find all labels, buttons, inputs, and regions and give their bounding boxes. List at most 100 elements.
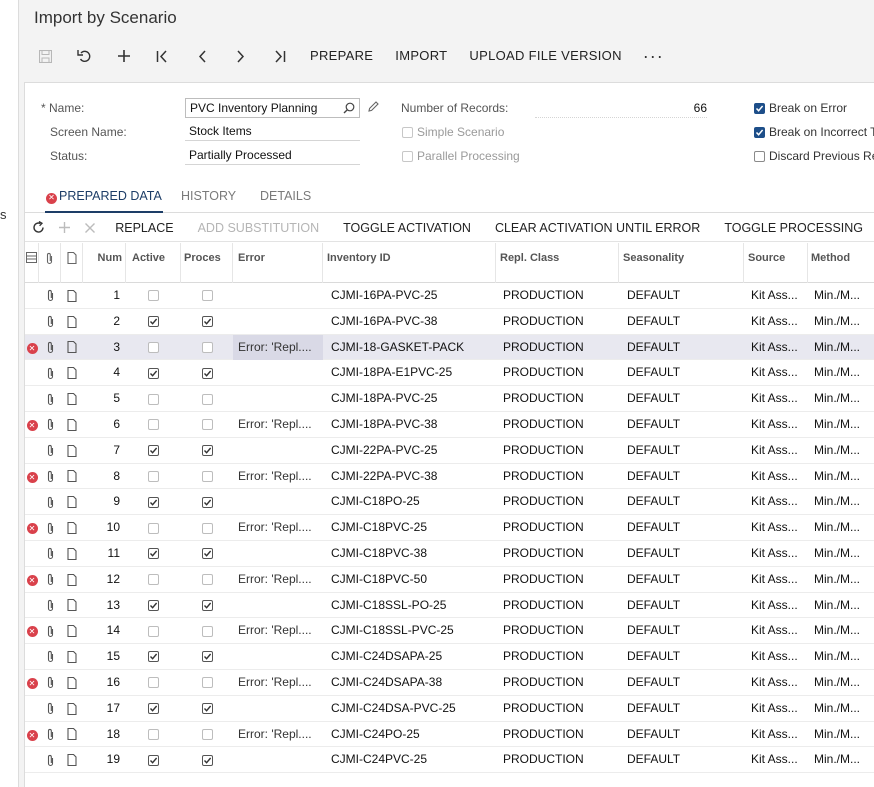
- last-record-icon[interactable]: [260, 40, 299, 72]
- inventory-id-cell[interactable]: CJMI-C18PVC-25: [331, 520, 428, 535]
- source-cell[interactable]: Kit Ass...: [751, 597, 798, 612]
- inventory-id-cell[interactable]: CJMI-C24DSAPA-38: [331, 674, 443, 689]
- note-icon[interactable]: [61, 335, 83, 360]
- paperclip-icon[interactable]: [39, 670, 61, 695]
- active-checkbox[interactable]: [126, 335, 181, 360]
- active-checkbox[interactable]: [126, 283, 181, 308]
- method-cell[interactable]: Min./M...: [814, 468, 861, 483]
- note-column-icon[interactable]: [61, 243, 83, 283]
- paperclip-icon[interactable]: [39, 567, 61, 592]
- active-checkbox[interactable]: [126, 309, 181, 334]
- processed-checkbox[interactable]: [181, 618, 233, 643]
- paperclip-icon[interactable]: [39, 386, 61, 411]
- save-icon[interactable]: [26, 40, 65, 72]
- active-checkbox[interactable]: [126, 464, 181, 489]
- processed-checkbox[interactable]: [181, 747, 233, 772]
- processed-checkbox[interactable]: [181, 309, 233, 334]
- seasonality-cell[interactable]: DEFAULT: [627, 442, 681, 457]
- inventory-id-cell[interactable]: CJMI-C18PVC-50: [331, 571, 428, 586]
- source-cell[interactable]: Kit Ass...: [751, 623, 798, 638]
- error-cell[interactable]: [233, 360, 323, 385]
- source-cell[interactable]: Kit Ass...: [751, 391, 798, 406]
- active-checkbox[interactable]: [126, 412, 181, 437]
- tab-details[interactable]: DETAILS: [260, 189, 312, 203]
- processed-checkbox[interactable]: [181, 644, 233, 669]
- paperclip-icon[interactable]: [39, 696, 61, 721]
- active-checkbox[interactable]: [126, 670, 181, 695]
- seasonality-cell[interactable]: DEFAULT: [627, 545, 681, 560]
- source-cell[interactable]: Kit Ass...: [751, 288, 798, 302]
- paperclip-icon[interactable]: [39, 618, 61, 643]
- seasonality-cell[interactable]: DEFAULT: [627, 726, 681, 741]
- error-cell[interactable]: [233, 438, 323, 463]
- processed-checkbox[interactable]: [181, 335, 233, 360]
- error-cell[interactable]: Error: 'Repl....: [238, 674, 312, 689]
- note-icon[interactable]: [61, 541, 83, 566]
- paperclip-icon[interactable]: [39, 722, 61, 747]
- table-row[interactable]: 19 CJMI-C24PVC-25 PRODUCTION DEFAULT Kit Ass…: [25, 747, 874, 774]
- add-row-icon[interactable]: [51, 214, 77, 242]
- prepare-button[interactable]: PREPARE: [310, 48, 374, 63]
- first-record-icon[interactable]: [143, 40, 182, 72]
- processed-checkbox[interactable]: [181, 593, 233, 618]
- seasonality-cell[interactable]: DEFAULT: [627, 313, 681, 328]
- error-cell[interactable]: [233, 541, 323, 566]
- column-num[interactable]: Num: [83, 243, 126, 283]
- processed-checkbox[interactable]: [181, 438, 233, 463]
- method-cell[interactable]: Min./M...: [814, 649, 861, 664]
- search-icon[interactable]: [343, 102, 355, 114]
- column-active[interactable]: Active: [126, 243, 181, 283]
- source-cell[interactable]: Kit Ass...: [751, 649, 798, 664]
- method-cell[interactable]: Min./M...: [814, 752, 861, 767]
- tab-history[interactable]: HISTORY: [181, 189, 237, 203]
- seasonality-cell[interactable]: DEFAULT: [627, 623, 681, 638]
- error-cell[interactable]: [233, 696, 323, 721]
- note-icon[interactable]: [61, 747, 83, 772]
- note-icon[interactable]: [61, 618, 83, 643]
- note-icon[interactable]: [61, 360, 83, 385]
- note-icon[interactable]: [61, 489, 83, 514]
- error-cell[interactable]: [233, 747, 323, 772]
- seasonality-cell[interactable]: DEFAULT: [627, 468, 681, 483]
- repl-class-cell[interactable]: PRODUCTION: [503, 597, 584, 612]
- inventory-id-cell[interactable]: CJMI-18PA-PVC-25: [331, 391, 438, 406]
- repl-class-cell[interactable]: PRODUCTION: [503, 468, 584, 483]
- repl-class-cell[interactable]: PRODUCTION: [503, 339, 584, 354]
- paperclip-icon[interactable]: [39, 283, 61, 308]
- error-cell[interactable]: [233, 386, 323, 411]
- error-cell[interactable]: [233, 489, 323, 514]
- seasonality-cell[interactable]: DEFAULT: [627, 416, 681, 431]
- inventory-id-cell[interactable]: CJMI-C24PVC-25: [331, 752, 428, 767]
- inventory-id-cell[interactable]: CJMI-C18SSL-PVC-25: [331, 623, 454, 638]
- clear-activation-until-error-button[interactable]: CLEAR ACTIVATION UNTIL ERROR: [494, 220, 701, 235]
- repl-class-cell[interactable]: PRODUCTION: [503, 288, 584, 302]
- error-cell[interactable]: [233, 283, 323, 308]
- repl-class-cell[interactable]: PRODUCTION: [503, 391, 584, 406]
- seasonality-cell[interactable]: DEFAULT: [627, 674, 681, 689]
- repl-class-cell[interactable]: PRODUCTION: [503, 520, 584, 535]
- inventory-id-cell[interactable]: CJMI-18-GASKET-PACK: [331, 339, 465, 354]
- processed-checkbox[interactable]: [181, 567, 233, 592]
- inventory-id-cell[interactable]: CJMI-16PA-PVC-25: [331, 288, 438, 302]
- paperclip-icon[interactable]: [39, 335, 61, 360]
- method-cell[interactable]: Min./M...: [814, 520, 861, 535]
- paperclip-icon[interactable]: [39, 412, 61, 437]
- inventory-id-cell[interactable]: CJMI-22PA-PVC-38: [331, 468, 438, 483]
- note-icon[interactable]: [61, 464, 83, 489]
- inventory-id-cell[interactable]: CJMI-C18SSL-PO-25: [331, 597, 447, 612]
- column-processed[interactable]: Proces: [181, 243, 233, 283]
- add-substitution-button[interactable]: ADD SUBSTITUTION: [197, 220, 320, 235]
- note-icon[interactable]: [61, 670, 83, 695]
- inventory-id-cell[interactable]: CJMI-22PA-PVC-25: [331, 442, 438, 457]
- table-row[interactable]: 9 CJMI-C18PO-25 PRODUCTION DEFAULT Kit Ass..…: [25, 489, 874, 516]
- inventory-id-cell[interactable]: CJMI-C24DSA-PVC-25: [331, 700, 456, 715]
- repl-class-cell[interactable]: PRODUCTION: [503, 313, 584, 328]
- column-seasonality[interactable]: Seasonality: [619, 243, 744, 283]
- method-cell[interactable]: Min./M...: [814, 313, 861, 328]
- add-icon[interactable]: [104, 40, 143, 72]
- table-row[interactable]: ✕ 14 Error: 'Repl.... CJMI-C18SSL-PVC-25 PRO…: [25, 618, 874, 645]
- inventory-id-cell[interactable]: CJMI-16PA-PVC-38: [331, 313, 438, 328]
- source-cell[interactable]: Kit Ass...: [751, 416, 798, 431]
- undo-icon[interactable]: [65, 40, 104, 72]
- table-row[interactable]: ✕ 3 Error: 'Repl.... CJMI-18-GASKET-PACK PRO…: [25, 334, 874, 361]
